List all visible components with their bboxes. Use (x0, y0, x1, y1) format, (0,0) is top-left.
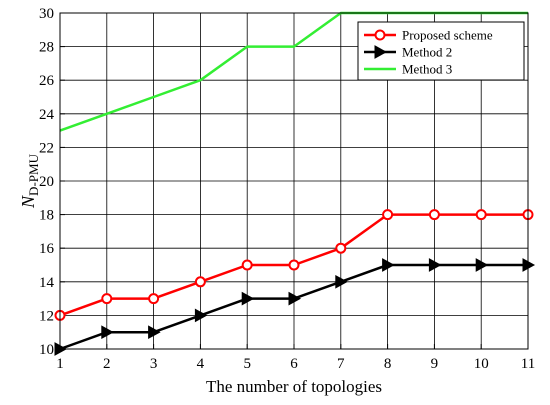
plot-frame (59, 12, 529, 350)
x-tick-label: 10 (474, 356, 489, 372)
y-tick-label: 24 (39, 107, 55, 123)
y-tick-label: 20 (39, 174, 54, 190)
data-point-method-2 (475, 258, 489, 272)
legend-marker-method-2 (374, 45, 388, 59)
y-tick-label: 10 (39, 342, 54, 358)
x-tick-label: 8 (384, 356, 392, 372)
data-point-proposed-scheme (475, 209, 487, 221)
data-point-method-2 (288, 291, 302, 306)
legend-item-proposed-scheme: Proposed scheme (364, 28, 493, 43)
legend-marker-proposed-scheme (374, 29, 386, 41)
data-point-proposed-scheme (382, 209, 394, 221)
legend-label-proposed-scheme: Proposed scheme (402, 28, 493, 43)
data-point-proposed-scheme (335, 242, 347, 254)
grid (59, 12, 529, 350)
x-tick-label: 7 (337, 356, 345, 372)
data-point-proposed-scheme (194, 276, 206, 288)
y-axis-label-main: N (18, 195, 38, 209)
x-tick-label: 1 (56, 356, 64, 372)
x-tick-label: 6 (290, 356, 298, 372)
y-tick-label: 14 (39, 275, 55, 291)
y-tick-label: 22 (39, 140, 54, 156)
data-point-method-2 (101, 325, 114, 340)
y-tick-label: 18 (39, 208, 54, 224)
y-tick-label: 26 (39, 73, 55, 89)
y-tick-label: 16 (39, 241, 55, 257)
legend-label-method-3: Method 3 (402, 62, 452, 77)
x-axis-label: The number of topologies (206, 377, 382, 396)
y-tick-label: 28 (39, 40, 54, 56)
x-tick-label: 4 (197, 356, 205, 372)
data-point-proposed-scheme (288, 259, 300, 271)
data-point-method-2 (194, 308, 208, 323)
x-tick-label: 2 (103, 356, 111, 372)
data-point-method-2 (148, 325, 161, 340)
y-axis-label-sub: D-PMU (26, 153, 41, 196)
y-axis-label: ND-PMU (18, 153, 41, 209)
data-point-proposed-scheme (101, 293, 113, 305)
data-point-method-2 (382, 258, 395, 272)
data-point-method-2 (335, 274, 348, 289)
legend: Proposed scheme Method 2 Method 3 (357, 21, 525, 81)
y-tick-label: 12 (39, 308, 54, 324)
data-point-method-2 (241, 291, 255, 306)
data-point-proposed-scheme (428, 209, 440, 221)
x-tick-label: 3 (150, 356, 158, 372)
data-point-proposed-scheme (148, 293, 160, 305)
legend-item-method-2: Method 2 (364, 45, 452, 60)
data-point-proposed-scheme (241, 259, 253, 271)
data-point-method-2 (428, 258, 442, 272)
x-tick-label: 5 (243, 356, 251, 372)
legend-item-method-3: Method 3 (364, 62, 452, 77)
x-tick-label: 9 (431, 356, 439, 372)
x-tick-label: 11 (521, 356, 535, 372)
y-tick-label: 30 (39, 6, 54, 22)
legend-label-method-2: Method 2 (402, 45, 452, 60)
